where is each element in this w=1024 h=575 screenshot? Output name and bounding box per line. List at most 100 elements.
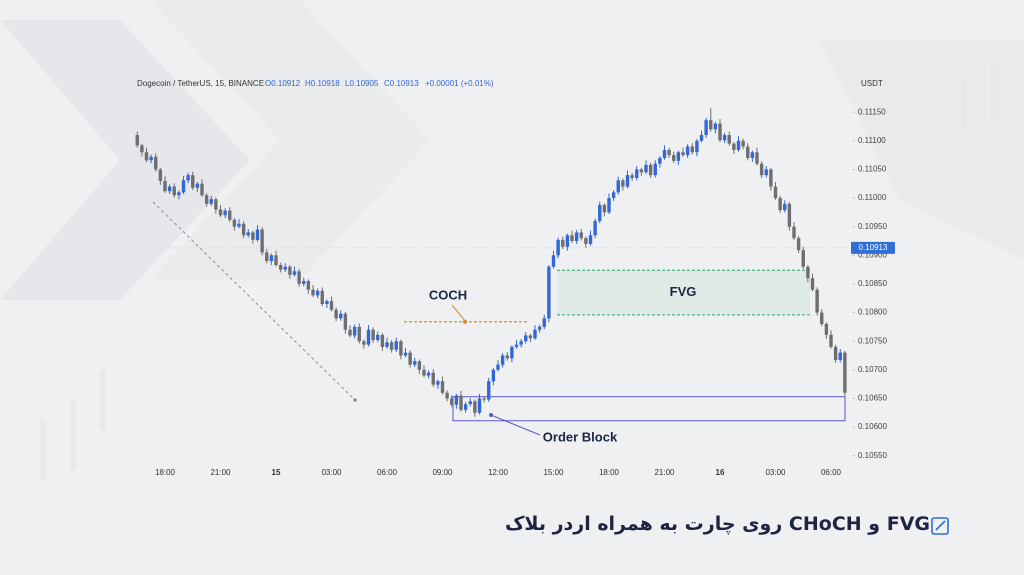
candle-body: [422, 369, 426, 376]
candle-body: [561, 239, 565, 247]
candle-body: [408, 352, 412, 365]
bg-candle: [70, 400, 76, 470]
candle-body: [403, 352, 408, 356]
y-tick-label: 0.10750: [858, 336, 887, 345]
y-tick-label: 0.11150: [858, 107, 886, 116]
candle-body: [713, 123, 718, 130]
candle-body: [625, 175, 630, 187]
candle-body: [181, 180, 186, 193]
candle-body: [237, 223, 241, 227]
candle-body: [334, 309, 338, 319]
last-price-box: [851, 241, 895, 254]
candle-body: [440, 381, 445, 393]
candle-body: [445, 392, 449, 399]
bg-candle: [990, 60, 996, 120]
candle-body: [704, 120, 708, 136]
candle-body: [611, 192, 616, 199]
order-block-pointer: [490, 414, 541, 436]
candle-body: [556, 239, 560, 256]
candle-body: [459, 395, 463, 410]
candle-body: [288, 266, 292, 275]
candle-body: [399, 341, 403, 356]
candle-body: [241, 223, 246, 236]
candle-body: [630, 175, 634, 179]
candle-body: [163, 180, 167, 192]
candle-body: [144, 152, 149, 161]
candle-body: [135, 135, 139, 146]
candle-body: [167, 186, 172, 192]
candle-body: [209, 199, 213, 204]
candle-body: [681, 152, 685, 156]
fvg-zone: [557, 270, 810, 315]
candle-body: [348, 329, 352, 336]
y-tick-label: 0.11000: [858, 193, 887, 202]
candle-body: [283, 266, 287, 270]
candle-body: [343, 313, 348, 330]
candle-body: [542, 318, 546, 327]
candle-body: [320, 290, 324, 304]
candle-body: [727, 135, 731, 144]
candle-body: [510, 346, 514, 359]
candle-body: [778, 198, 782, 211]
candle-body: [380, 334, 385, 347]
candle-body: [574, 232, 579, 241]
candle-body: [806, 266, 810, 279]
candle-body: [736, 140, 741, 150]
candle-body: [228, 210, 232, 220]
bg-candle: [960, 80, 966, 130]
candle-body: [829, 334, 833, 347]
x-tick-label: 03:00: [321, 468, 342, 477]
candle-body: [764, 169, 768, 176]
candle-body: [769, 169, 773, 187]
candle-body: [843, 352, 847, 393]
candle-body: [672, 155, 676, 161]
candle-body: [690, 146, 694, 153]
candle-body: [792, 226, 796, 239]
caption-icon-arrow: [935, 520, 946, 531]
x-tick-label: 15:00: [543, 468, 564, 477]
candle-body: [810, 278, 815, 290]
candle-body: [593, 220, 597, 236]
y-tick-label: 0.11050: [858, 165, 887, 174]
candle-body: [362, 341, 366, 345]
candle-body: [450, 398, 454, 405]
candle-body: [607, 198, 611, 213]
candle-body: [565, 235, 570, 247]
candle-body: [667, 149, 671, 156]
header-low: L0.10905: [345, 79, 379, 88]
y-axis-label: USDT: [861, 79, 883, 88]
x-tick-label: 15: [272, 468, 281, 477]
candle-body: [635, 169, 639, 179]
candle-body: [783, 203, 787, 211]
candle-body: [186, 175, 190, 181]
y-tick-label: 0.10600: [858, 422, 887, 431]
coch-label: COCH: [429, 287, 467, 302]
candle-body: [815, 289, 819, 313]
bg-chevron: [0, 20, 250, 300]
candle-body: [376, 334, 380, 341]
candle-body: [621, 180, 625, 187]
candle-body: [528, 335, 533, 339]
caption-icon: [931, 517, 949, 535]
candle-body: [297, 271, 301, 284]
candle-body: [325, 301, 329, 304]
candle-body: [662, 149, 667, 158]
candle-body: [191, 175, 195, 188]
candle-body: [311, 289, 315, 296]
candle-body: [759, 163, 764, 176]
candle-body: [200, 183, 204, 196]
order-block-label: Order Block: [543, 429, 618, 444]
header-symbol: Dogecoin / TetherUS, 15, BINANCE: [137, 79, 264, 88]
candle-body: [140, 145, 144, 153]
bg-candle: [40, 420, 46, 480]
candle-body: [699, 135, 704, 141]
header-close: C0.10913: [384, 79, 419, 88]
candle-body: [306, 281, 311, 290]
candle-body: [315, 290, 320, 296]
header-change: +0.00001 (+0.01%): [425, 79, 494, 88]
candle-body: [371, 329, 375, 341]
candle-body: [773, 186, 778, 199]
y-tick-label: 0.10550: [858, 451, 887, 460]
